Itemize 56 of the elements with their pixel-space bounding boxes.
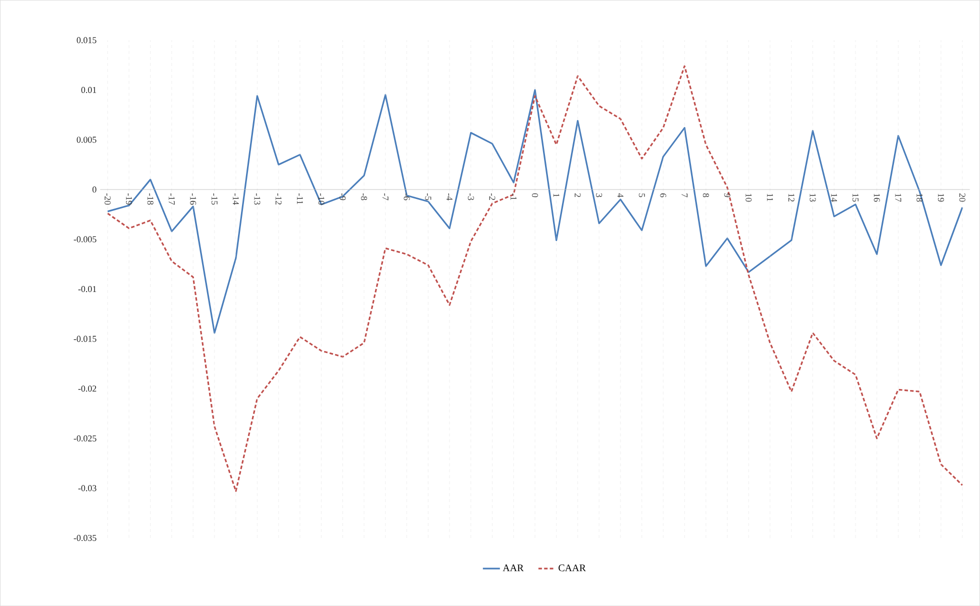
x-tick-label: 16 (874, 194, 880, 202)
x-tick-label: -7 (382, 193, 388, 200)
y-tick-label: 0.015 (76, 37, 96, 44)
x-tick-label: -18 (147, 193, 154, 205)
x-tick-label: 17 (895, 194, 902, 202)
y-tick-label: -0.01 (78, 286, 96, 292)
legend-label: AAR (502, 564, 524, 572)
y-tick-label: 0.01 (81, 86, 96, 93)
y-tick-label: 0.005 (76, 136, 96, 143)
x-tick-label: 3 (596, 193, 602, 198)
y-tick-label: -0.025 (74, 435, 96, 442)
x-tick-label: 15 (852, 194, 858, 202)
x-tick-label: -10 (318, 193, 324, 205)
x-tick-label: -11 (296, 193, 303, 204)
x-tick-label: 5 (638, 193, 645, 198)
x-tick-label: -4 (446, 193, 452, 200)
x-tick-label: -20 (104, 193, 111, 205)
y-tick-label: 0 (92, 186, 96, 192)
x-tick-label: -3 (468, 193, 474, 200)
x-tick-label: 1 (553, 194, 560, 197)
line-series (106, 89, 964, 334)
x-tick-label: 8 (702, 193, 709, 198)
x-tick-label: -12 (276, 193, 282, 204)
x-tick-label: -5 (425, 193, 432, 200)
x-tick-label: 2 (574, 193, 581, 197)
x-tick-label: 6 (660, 193, 666, 198)
x-tick-label: 19 (938, 194, 944, 202)
y-tick-label: -0.015 (74, 336, 96, 342)
x-tick-label: -9 (340, 193, 346, 200)
legend-label: CAAR (558, 564, 586, 572)
x-tick-label: 18 (916, 194, 923, 202)
x-tick-label: 10 (746, 194, 752, 202)
x-tick-label: -19 (126, 193, 132, 205)
x-tick-label: -13 (254, 193, 260, 205)
x-tick-label: -15 (211, 193, 218, 205)
y-tick-label: -0.03 (78, 485, 96, 492)
y-tick-label: -0.005 (74, 236, 96, 242)
line-series (106, 65, 964, 492)
x-tick-label: 12 (788, 194, 794, 202)
x-tick-label: -8 (361, 193, 368, 200)
x-tick-label: -14 (232, 193, 239, 205)
x-tick-label: -16 (190, 193, 196, 205)
x-tick-label: 4 (618, 193, 624, 198)
x-tick-label: 11 (767, 194, 773, 202)
x-tick-label: 13 (810, 194, 816, 202)
x-tick-label: 20 (959, 193, 966, 202)
x-tick-label: -1 (510, 193, 517, 200)
y-tick-label: -0.02 (78, 386, 96, 392)
y-tick-label: -0.035 (74, 534, 96, 541)
x-tick-label: 7 (682, 194, 688, 198)
x-tick-label: -2 (489, 193, 496, 200)
x-tick-label: 0 (532, 193, 538, 198)
x-tick-label: -17 (168, 193, 175, 205)
x-tick-label: 14 (831, 194, 838, 202)
x-tick-label: -6 (404, 193, 410, 200)
x-tick-label: 9 (724, 193, 730, 198)
